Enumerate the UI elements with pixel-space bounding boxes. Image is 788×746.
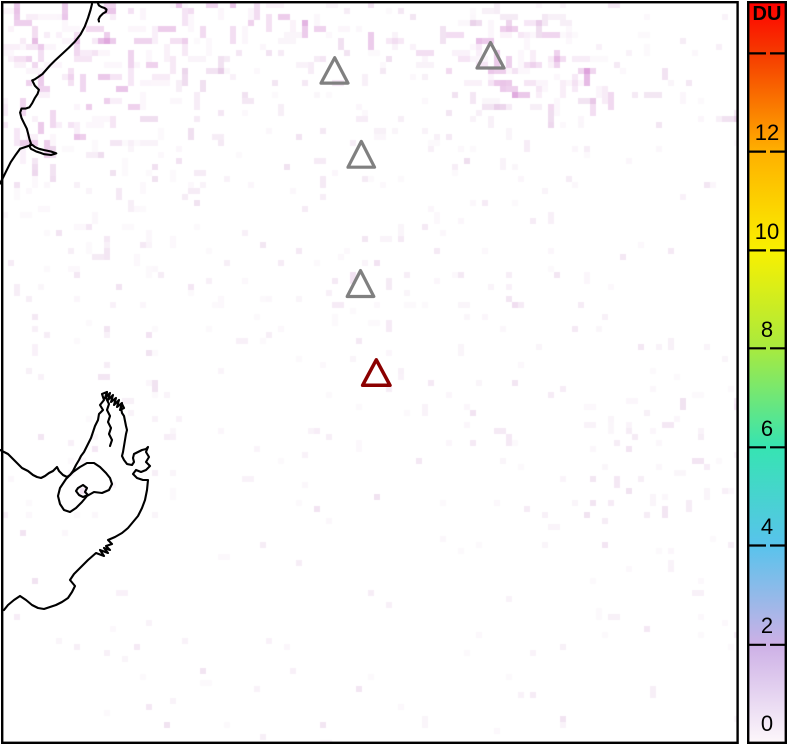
svg-text:12: 12 bbox=[755, 120, 779, 145]
svg-text:0: 0 bbox=[761, 711, 773, 736]
svg-text:DU: DU bbox=[753, 3, 782, 25]
svg-text:6: 6 bbox=[761, 416, 773, 441]
svg-text:10: 10 bbox=[755, 219, 779, 244]
svg-text:2: 2 bbox=[761, 613, 773, 638]
svg-text:4: 4 bbox=[761, 514, 773, 539]
svg-text:8: 8 bbox=[761, 317, 773, 342]
